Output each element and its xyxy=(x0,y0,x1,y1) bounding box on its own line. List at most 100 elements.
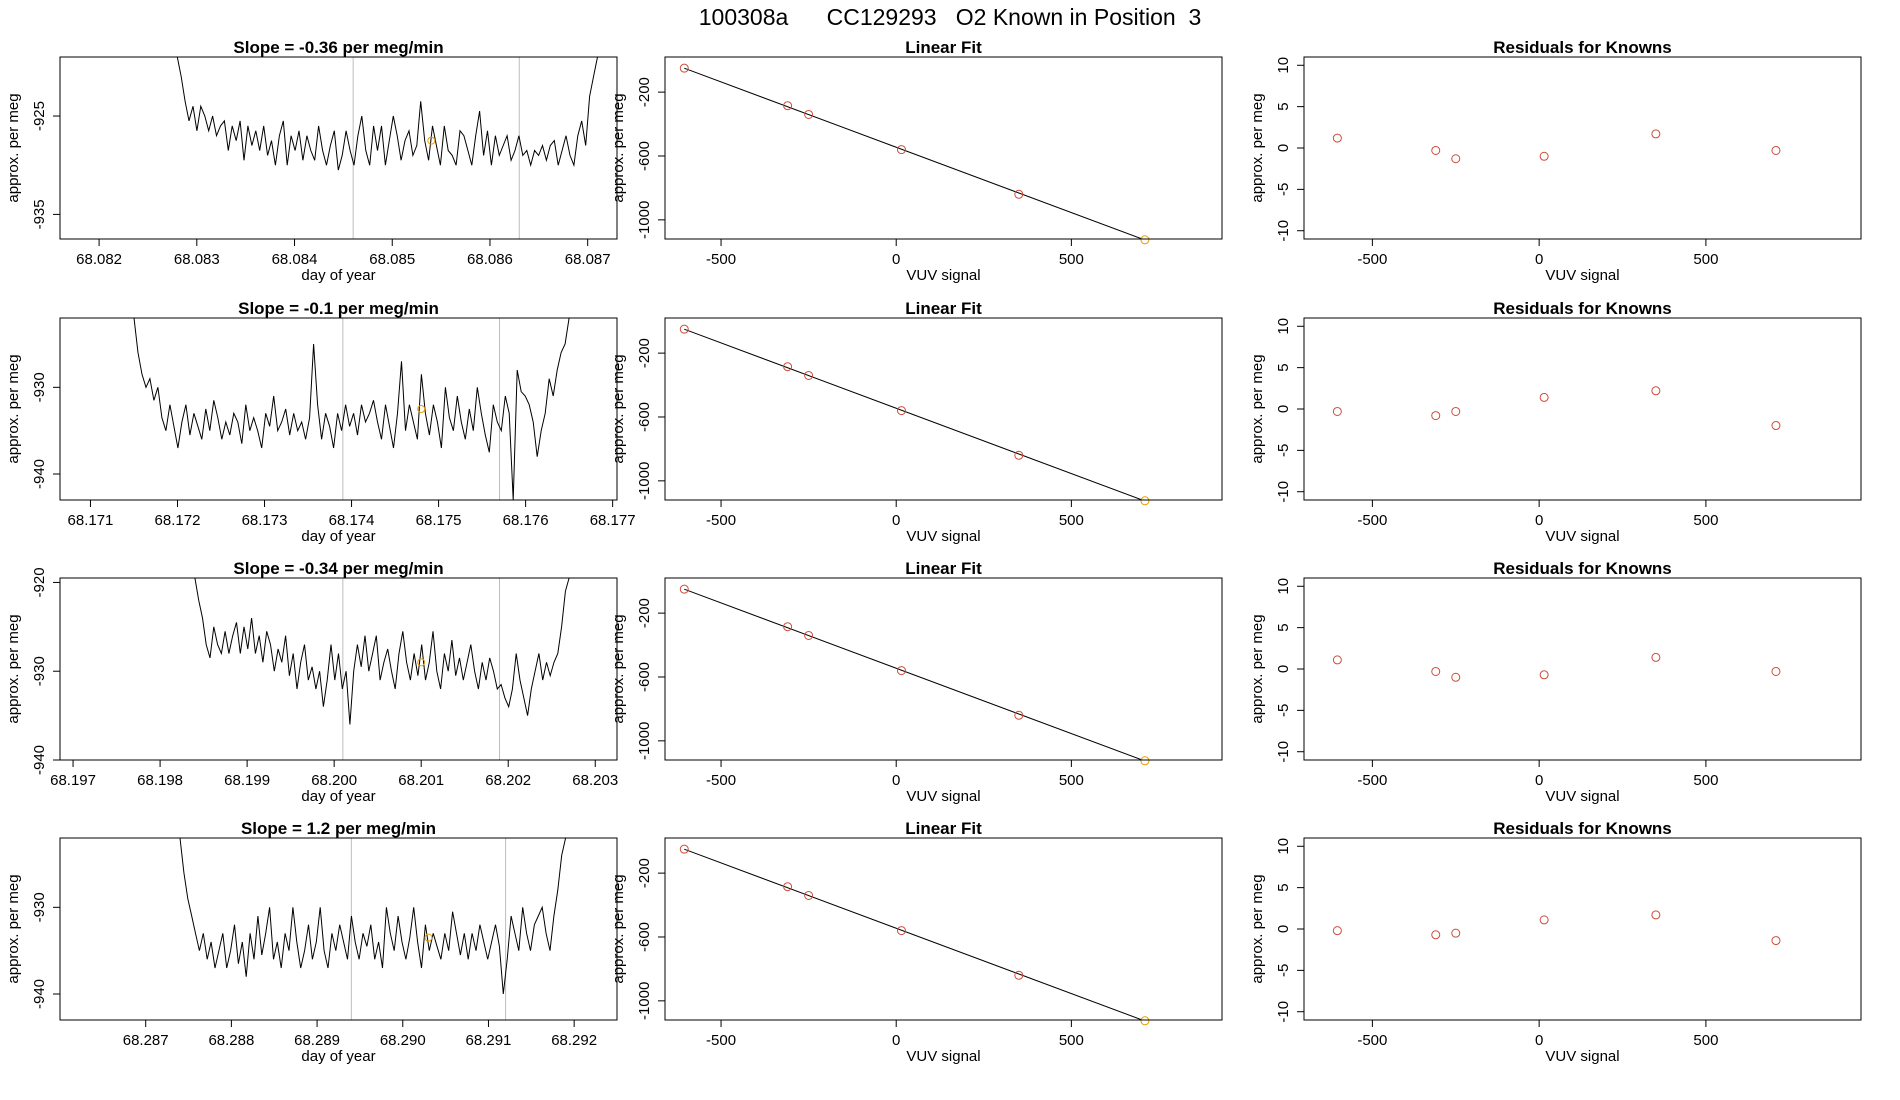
fit-point xyxy=(1140,496,1150,506)
y-tick-label: 5 xyxy=(1275,363,1292,371)
sample-marker-point xyxy=(417,658,426,667)
timeseries-panel-row-2: 68.171 68.172 68.173 68.174 68.175 68.176 68.1… xyxy=(5,299,636,545)
x-tick-label: 68.087 xyxy=(565,251,611,268)
linear-fit-title: Linear Fit xyxy=(905,38,982,57)
linear-fit-x-axis-label: VUV signal xyxy=(906,788,980,805)
timeseries-panel-row-4: 68.287 68.288 68.289 68.290 68.291 68.292 -930… xyxy=(5,819,618,1065)
residual-point xyxy=(1771,421,1781,431)
fit-line xyxy=(684,328,1144,500)
plot-frame xyxy=(664,317,1223,501)
residual-point xyxy=(1651,910,1661,920)
fit-point xyxy=(783,362,793,372)
fit-point xyxy=(896,926,906,936)
timeseries-line xyxy=(133,318,570,500)
fit-point xyxy=(1140,235,1150,245)
residuals-y-axis-label: approx. per meg xyxy=(1249,93,1266,202)
fit-point xyxy=(896,406,906,416)
y-tick-label: -1000 xyxy=(636,982,653,1020)
x-tick-label: 68.084 xyxy=(272,251,318,268)
y-tick-label: 0 xyxy=(1275,405,1292,413)
linear-fit-x-axis-label: VUV signal xyxy=(906,528,980,545)
fit-point xyxy=(896,145,906,155)
y-tick-label: -200 xyxy=(636,77,653,107)
residuals-x-axis-label: VUV signal xyxy=(1545,528,1619,545)
residual-point xyxy=(1332,926,1342,936)
y-tick-label: -925 xyxy=(31,101,48,131)
residual-point xyxy=(1451,154,1461,164)
y-tick-label: -5 xyxy=(1275,444,1292,457)
plot-frame xyxy=(1303,56,1862,240)
fit-point xyxy=(679,844,689,854)
x-tick-label: 500 xyxy=(1059,772,1084,789)
y-tick-label: -935 xyxy=(31,199,48,229)
plot-frame xyxy=(1303,317,1862,501)
residuals-x-axis-label: VUV signal xyxy=(1545,267,1619,284)
linear-fit-y-axis-label: approx. per meg xyxy=(610,354,627,463)
fit-line xyxy=(684,848,1144,1020)
fit-point xyxy=(1014,970,1024,980)
plot-frame xyxy=(59,317,618,501)
residuals-y-axis-label: approx. per meg xyxy=(1249,354,1266,463)
y-tick-label: 0 xyxy=(1275,925,1292,933)
x-tick-label: -500 xyxy=(706,251,736,268)
timeseries-x-axis-label: day of year xyxy=(301,528,375,545)
y-tick-label: -1000 xyxy=(636,722,653,760)
y-tick-label: -1000 xyxy=(636,201,653,239)
y-tick-label: -10 xyxy=(1275,220,1292,242)
linear-fit-title: Linear Fit xyxy=(905,819,982,838)
timeseries-x-axis-label: day of year xyxy=(301,267,375,284)
residual-point xyxy=(1332,133,1342,143)
plot-frame xyxy=(59,837,618,1021)
x-tick-label: 68.288 xyxy=(208,1032,254,1049)
x-tick-label: 500 xyxy=(1059,251,1084,268)
x-tick-label: 0 xyxy=(1535,1032,1543,1049)
x-tick-label: -500 xyxy=(706,1032,736,1049)
residual-point xyxy=(1451,406,1461,416)
linear-fit-panel-row-2: -500 0 500 -200 -600 -1000 Linear Fit VUV signa… xyxy=(610,299,1223,545)
x-tick-label: 68.203 xyxy=(572,772,618,789)
residual-point xyxy=(1539,915,1549,925)
fit-line xyxy=(684,588,1144,760)
y-tick-label: -200 xyxy=(636,858,653,888)
linear-fit-panel-row-1: -500 0 500 -200 -600 -1000 Linear Fit VUV signa… xyxy=(610,38,1223,284)
x-tick-label: -500 xyxy=(706,512,736,529)
y-tick-label: -10 xyxy=(1275,1001,1292,1023)
linear-fit-panel-row-4: -500 0 500 -200 -600 -1000 Linear Fit VUV signa… xyxy=(610,819,1223,1065)
linear-fit-y-axis-label: approx. per meg xyxy=(610,874,627,983)
x-tick-label: 68.175 xyxy=(416,512,462,529)
x-tick-label: 68.200 xyxy=(311,772,357,789)
x-tick-label: -500 xyxy=(1357,1032,1387,1049)
x-tick-label: 68.199 xyxy=(224,772,270,789)
residual-point xyxy=(1431,666,1441,676)
fit-point xyxy=(1014,450,1024,460)
residual-point xyxy=(1539,151,1549,161)
x-tick-label: 500 xyxy=(1693,251,1718,268)
plot-frame xyxy=(1303,837,1862,1021)
plot-frame xyxy=(1303,577,1862,761)
y-tick-label: -10 xyxy=(1275,481,1292,503)
fit-point xyxy=(679,324,689,334)
y-tick-label: -940 xyxy=(31,979,48,1009)
y-tick-label: -10 xyxy=(1275,741,1292,763)
timeseries-y-axis-label: approx. per meg xyxy=(5,874,22,983)
fit-point xyxy=(1014,189,1024,199)
linear-fit-panel-row-3: -500 0 500 -200 -600 -1000 Linear Fit VUV signa… xyxy=(610,559,1223,805)
residual-point xyxy=(1539,670,1549,680)
x-tick-label: 68.198 xyxy=(137,772,183,789)
x-tick-label: 500 xyxy=(1059,1032,1084,1049)
residuals-x-axis-label: VUV signal xyxy=(1545,788,1619,805)
x-tick-label: 68.197 xyxy=(50,772,96,789)
x-tick-label: 68.290 xyxy=(380,1032,426,1049)
residuals-panel-row-4: -500 0 500 10 5 0 -5 -10 Residuals for Knowns VUV… xyxy=(1249,819,1862,1065)
timeseries-panel-row-1: 68.082 68.083 68.084 68.085 68.086 68.087 -925… xyxy=(5,38,618,284)
timeseries-y-axis-label: approx. per meg xyxy=(5,354,22,463)
residual-point xyxy=(1539,392,1549,402)
x-tick-label: 68.174 xyxy=(329,512,375,529)
fit-point xyxy=(783,882,793,892)
y-tick-label: -930 xyxy=(31,892,48,922)
y-tick-label: -930 xyxy=(31,656,48,686)
residual-point xyxy=(1651,652,1661,662)
fit-point xyxy=(804,630,814,640)
y-tick-label: -600 xyxy=(636,141,653,171)
plot-frame xyxy=(664,56,1223,240)
